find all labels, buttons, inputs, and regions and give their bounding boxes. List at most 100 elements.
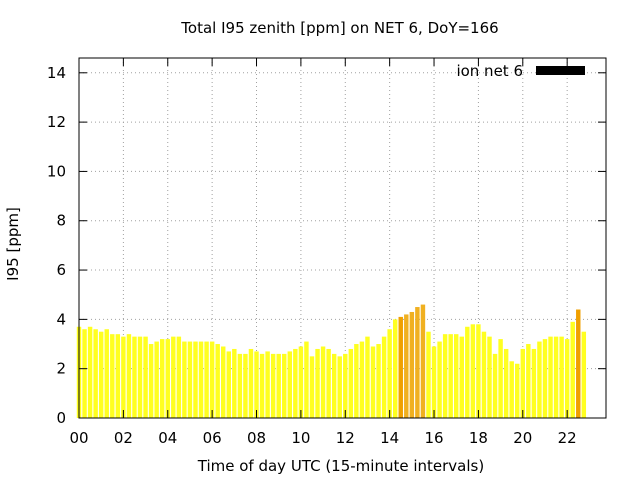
- bar: [121, 336, 126, 418]
- bar: [376, 344, 381, 418]
- bar: [176, 336, 182, 418]
- bar: [520, 348, 526, 418]
- bar: [337, 356, 342, 418]
- y-tick-label: 6: [56, 261, 66, 279]
- x-axis-label: Time of day UTC (15-minute intervals): [197, 457, 484, 475]
- bar: [503, 348, 509, 418]
- bar: [126, 334, 132, 418]
- bar: [237, 353, 243, 418]
- y-tick-label: 12: [47, 113, 66, 131]
- bar: [248, 348, 254, 418]
- bar: [171, 336, 176, 418]
- bar: [287, 351, 293, 418]
- y-tick-label: 4: [56, 310, 66, 328]
- bar: [104, 329, 109, 418]
- x-tick-label: 14: [380, 429, 399, 447]
- bar: [193, 341, 198, 418]
- bar: [481, 331, 487, 418]
- bar: [348, 348, 354, 418]
- bar: [426, 331, 431, 418]
- x-tick-label: 16: [424, 429, 443, 447]
- bar: [542, 339, 548, 418]
- bar: [243, 353, 248, 418]
- bar: [293, 348, 298, 418]
- bar: [448, 334, 453, 418]
- bar: [537, 341, 542, 418]
- bar: [276, 353, 281, 418]
- bar: [415, 307, 420, 418]
- plot-frame: [78, 57, 607, 419]
- bar: [398, 316, 403, 418]
- bar: [209, 341, 215, 418]
- bar: [320, 346, 326, 418]
- bar: [198, 341, 204, 418]
- bar: [465, 326, 470, 418]
- bar: [548, 336, 553, 418]
- bar: [254, 351, 259, 418]
- bar: [82, 329, 87, 418]
- x-tick-label: 08: [247, 429, 266, 447]
- bar: [110, 334, 115, 418]
- bar: [304, 341, 309, 418]
- bar: [93, 329, 98, 418]
- bar: [515, 363, 520, 418]
- bar: [359, 341, 365, 418]
- bar: [326, 348, 331, 418]
- legend: ion net 6: [456, 62, 585, 80]
- bar: [221, 346, 226, 418]
- bars: [76, 304, 587, 418]
- bar: [387, 329, 392, 418]
- x-tick-label: 12: [336, 429, 355, 447]
- bar: [259, 353, 265, 418]
- bar: [454, 334, 459, 418]
- bar: [143, 336, 148, 418]
- bar: [115, 334, 121, 418]
- bar: [409, 311, 415, 418]
- bar: [365, 336, 370, 418]
- bar: [420, 304, 426, 418]
- x-tick-label: 02: [114, 429, 133, 447]
- bar: [315, 348, 320, 418]
- bar: [531, 348, 537, 418]
- bar: [98, 331, 104, 418]
- bar: [526, 344, 531, 418]
- bar: [298, 346, 304, 418]
- bar: [553, 336, 559, 418]
- bar: [370, 346, 376, 418]
- bar: [226, 351, 231, 418]
- bar: [470, 324, 476, 418]
- bar: [309, 356, 315, 418]
- x-tick-label: 18: [469, 429, 488, 447]
- bar: [354, 344, 359, 418]
- bar: [381, 336, 387, 418]
- bar: [498, 339, 503, 418]
- bar: [204, 341, 209, 418]
- y-tick-label: 8: [56, 212, 66, 230]
- bar: [343, 353, 348, 418]
- bar: [215, 344, 220, 418]
- bar: [437, 341, 442, 418]
- y-axis-label: I95 [ppm]: [4, 207, 22, 281]
- bar: [331, 353, 337, 418]
- legend-swatch: [536, 66, 585, 75]
- bar: [148, 344, 154, 418]
- bar: [132, 336, 137, 418]
- bar: [570, 321, 575, 418]
- bar: [442, 334, 448, 418]
- bar: [459, 336, 464, 418]
- bar: [232, 348, 237, 418]
- bar: [487, 336, 492, 418]
- bar: [87, 326, 93, 418]
- y-tick-label: 10: [47, 162, 66, 180]
- bar: [431, 346, 437, 418]
- bar: [559, 336, 564, 418]
- x-tick-label: 04: [158, 429, 177, 447]
- bar: [154, 341, 159, 418]
- y-tick-label: 0: [56, 409, 66, 427]
- bar: [576, 309, 581, 418]
- bar: [165, 339, 170, 418]
- bar: [265, 351, 270, 418]
- bar: [564, 339, 570, 418]
